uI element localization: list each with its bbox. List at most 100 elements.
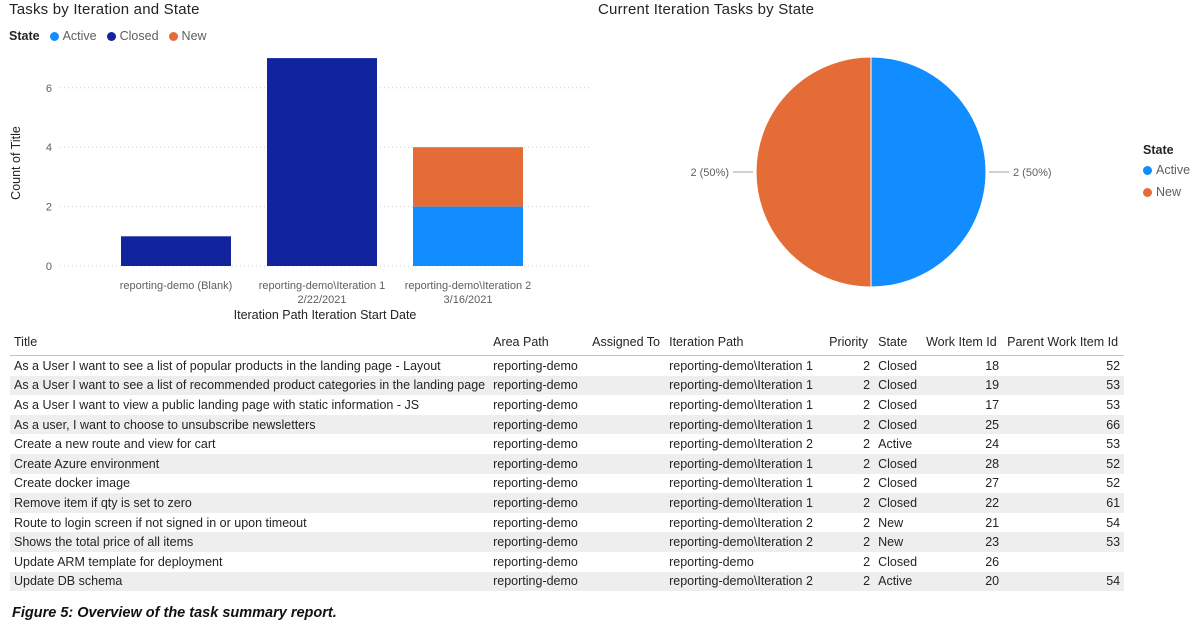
cell-assigned-to — [588, 474, 665, 494]
cell-iteration-path: reporting-demo\Iteration 1 — [665, 493, 826, 513]
column-header-title[interactable]: Title — [10, 329, 490, 356]
table-row[interactable]: Create Azure environment reporting-demo re… — [10, 453, 1125, 474]
y-tick-label: 0 — [46, 261, 52, 273]
cell-parent-work-item-id: 61 — [1003, 493, 1125, 513]
cell-assigned-to — [588, 395, 665, 415]
cell-title: Create a new route and view for cart — [14, 437, 216, 452]
cell-title: Create docker image — [14, 476, 131, 491]
cell-iteration-path: reporting-demo\Iteration 1 — [669, 397, 813, 412]
cell-parent-work-item-id: 52 — [1106, 476, 1121, 491]
table-row[interactable]: Create docker image reporting-demo reporti… — [10, 474, 1124, 494]
cell-parent-work-item-id: 53 — [1106, 437, 1121, 452]
cell-state: New — [878, 515, 904, 530]
cell-title: Remove item if qty is set to zero — [10, 493, 490, 513]
cell-state: Active — [878, 437, 913, 452]
cell-work-item-id: 22 — [922, 493, 1004, 513]
cell-parent-work-item-id: 66 — [1003, 414, 1125, 435]
column-header-state[interactable]: State — [874, 329, 923, 356]
cell-state: New — [874, 532, 923, 552]
cell-iteration-path: reporting-demo\Iteration 2 — [669, 437, 813, 452]
cell-priority: 2 — [825, 414, 875, 435]
cell-title: As a User I want to see a list of popula… — [14, 358, 441, 373]
cell-area-path: reporting-demo — [493, 358, 578, 373]
column-header-priority[interactable]: Priority — [825, 329, 875, 356]
pie-slice-new — [755, 56, 872, 288]
legend-item-active[interactable]: Active — [49, 29, 97, 43]
bar-chart[interactable]: 0 2 4 6 reporting-demo (Blank) reporting-demo… — [0, 45, 600, 327]
cell-assigned-to — [588, 493, 666, 513]
pie-chart-legend: State Active New — [1143, 143, 1190, 207]
y-tick-label: 4 — [46, 142, 52, 154]
table-row[interactable]: Remove item if qty is set to zero reporti… — [10, 493, 1125, 513]
cell-area-path: reporting-demo — [493, 437, 578, 452]
cell-title: Create Azure environment — [10, 453, 490, 474]
cell-iteration-path: reporting-demo\Iteration 1 — [665, 414, 826, 435]
table-row[interactable]: As a user, I want to choose to unsubscri… — [10, 414, 1125, 435]
legend-item-new[interactable]: New — [168, 29, 207, 43]
x-tick-label: 3/16/2021 — [444, 294, 493, 306]
column-header-parent-work-item-id[interactable]: Parent Work Item Id — [1003, 329, 1125, 356]
cell-priority: 2 — [825, 453, 875, 474]
new-dot-icon — [1143, 187, 1152, 197]
table-row[interactable]: As a User I want to view a public landin… — [10, 395, 1124, 415]
column-header-assigned-to[interactable]: Assigned To — [588, 329, 666, 356]
cell-area-path: reporting-demo — [493, 515, 578, 530]
bar-active — [413, 206, 523, 266]
pie-data-label: 2 (50%) — [1013, 167, 1052, 179]
active-dot-icon — [1143, 165, 1152, 175]
pie-legend-item-new[interactable]: New — [1143, 185, 1190, 199]
x-tick-label: 2/22/2021 — [298, 294, 347, 306]
legend-item-closed[interactable]: Closed — [106, 29, 159, 43]
cell-assigned-to — [588, 434, 665, 454]
table-row[interactable]: As a User I want to see a list of popula… — [10, 356, 1124, 376]
new-dot-icon — [168, 31, 178, 41]
table-row[interactable]: Route to login screen if not signed in o… — [10, 513, 1124, 533]
pie-chart[interactable]: 2 (50%) 2 (50%) — [640, 40, 1120, 310]
cell-state: Closed — [878, 554, 918, 569]
table-row[interactable]: Create a new route and view for cart repo… — [10, 434, 1124, 454]
cell-work-item-id: 27 — [985, 476, 1000, 491]
cell-assigned-to — [588, 513, 665, 533]
figure-caption: Figure 5: Overview of the task summary r… — [12, 605, 337, 621]
cell-priority: 2 — [863, 437, 871, 452]
cell-area-path: reporting-demo — [489, 453, 589, 474]
cell-area-path: reporting-demo — [493, 476, 578, 491]
cell-assigned-to — [588, 571, 666, 592]
cell-work-item-id: 28 — [922, 453, 1004, 474]
cell-parent-work-item-id — [1003, 552, 1124, 572]
column-header-iteration-path[interactable]: Iteration Path — [665, 329, 826, 356]
pie-data-label: 2 (50%) — [690, 167, 729, 179]
table-row[interactable]: As a User I want to see a list of recomm… — [10, 375, 1125, 396]
cell-state: Closed — [874, 375, 923, 396]
cell-work-item-id: 20 — [922, 571, 1004, 592]
cell-work-item-id: 25 — [922, 414, 1004, 435]
table-row[interactable]: Update DB schema reporting-demo reporting-… — [10, 571, 1125, 592]
cell-state: Closed — [878, 476, 918, 491]
pie-legend-title: State — [1143, 143, 1174, 157]
table-body: As a User I want to see a list of popula… — [10, 356, 1125, 592]
column-header-area-path[interactable]: Area Path — [489, 329, 589, 356]
pie-legend-item-active[interactable]: Active — [1143, 163, 1190, 177]
pie-chart-title: Current Iteration Tasks by State — [598, 1, 815, 18]
cell-state: Closed — [874, 453, 923, 474]
y-tick-label: 2 — [46, 202, 52, 214]
cell-state: Active — [874, 571, 923, 592]
bar-closed — [267, 58, 377, 266]
cell-assigned-to — [588, 414, 666, 435]
cell-state: Closed — [874, 493, 923, 513]
cell-priority: 2 — [863, 554, 871, 569]
cell-title: As a User I want to view a public landin… — [14, 397, 420, 412]
active-dot-icon — [49, 31, 59, 41]
cell-iteration-path: reporting-demo\Iteration 2 — [665, 571, 826, 592]
table-row[interactable]: Shows the total price of all items report… — [10, 532, 1125, 552]
cell-iteration-path: reporting-demo — [669, 554, 754, 569]
task-table-container: Title Area Path Assigned To Iteration Pa… — [10, 329, 1125, 592]
cell-priority: 2 — [863, 358, 871, 373]
column-header-work-item-id[interactable]: Work Item Id — [922, 329, 1004, 356]
cell-priority: 2 — [825, 532, 875, 552]
cell-title: Shows the total price of all items — [10, 532, 490, 552]
cell-iteration-path: reporting-demo\Iteration 1 — [669, 476, 813, 491]
cell-assigned-to — [588, 375, 666, 396]
cell-work-item-id: 17 — [985, 397, 1000, 412]
table-row[interactable]: Update ARM template for deployment report… — [10, 552, 1124, 572]
